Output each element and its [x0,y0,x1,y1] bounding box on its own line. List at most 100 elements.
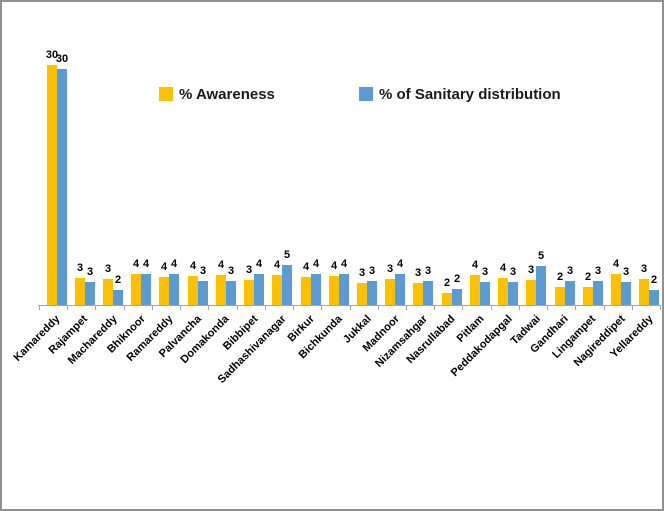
value-label-sanitary-distribution: 2 [453,273,461,285]
bar-sanitary-distribution [226,281,236,305]
value-label-sanitary-distribution: 4 [170,258,178,270]
value-label-sanitary-distribution: 5 [537,250,545,262]
bar-sanitary-distribution [452,289,462,305]
value-label-awareness: 3 [386,263,394,275]
legend-swatch-sanitary-icon [359,87,373,101]
axis-tick [604,306,605,310]
legend-item-awareness: % Awareness [159,85,275,103]
bar-awareness [131,274,141,305]
value-label-awareness: 4 [160,261,168,273]
value-label-awareness: 4 [499,262,507,274]
bar-awareness [244,280,254,305]
axis-tick [152,306,153,310]
bar-awareness [442,293,452,305]
value-label-awareness: 3 [527,264,535,276]
axis-tick [575,306,576,310]
value-label-sanitary-distribution: 30 [55,53,69,65]
bar-awareness [272,275,282,305]
value-label-awareness: 3 [76,262,84,274]
bar-awareness [583,287,593,305]
axis-tick [406,306,407,310]
value-label-sanitary-distribution: 3 [622,266,630,278]
value-label-sanitary-distribution: 2 [114,274,122,286]
bar-sanitary-distribution [339,274,349,305]
x-axis-line [38,305,661,306]
bar-sanitary-distribution [480,282,490,305]
axis-tick [350,306,351,310]
axis-tick [39,306,40,310]
axis-tick [180,306,181,310]
value-label-awareness: 3 [104,263,112,275]
axis-tick [208,306,209,310]
bar-sanitary-distribution [508,282,518,305]
bar-sanitary-distribution [254,274,264,305]
value-label-sanitary-distribution: 3 [199,265,207,277]
axis-tick [265,306,266,310]
value-label-awareness: 2 [443,277,451,289]
bar-sanitary-distribution [367,281,377,305]
value-label-awareness: 4 [132,258,140,270]
value-label-sanitary-distribution: 3 [566,265,574,277]
axis-tick [519,306,520,310]
value-label-sanitary-distribution: 3 [227,265,235,277]
value-label-awareness: 3 [358,267,366,279]
value-label-awareness: 2 [584,271,592,283]
axis-tick [462,306,463,310]
bar-sanitary-distribution [395,274,405,305]
value-label-sanitary-distribution: 2 [650,274,658,286]
axis-tick [491,306,492,310]
bar-awareness [639,279,649,305]
axis-tick [95,306,96,310]
value-label-sanitary-distribution: 4 [312,258,320,270]
bar-awareness [357,283,367,305]
axis-tick [632,306,633,310]
bar-awareness [470,275,480,305]
bar-awareness [555,287,565,305]
axis-tick [124,306,125,310]
axis-tick [660,306,661,310]
bar-awareness [611,274,621,305]
bar-sanitary-distribution [621,282,631,305]
axis-tick [321,306,322,310]
value-label-awareness: 30 [45,49,59,61]
bar-awareness [188,276,198,305]
value-label-sanitary-distribution: 4 [340,258,348,270]
value-label-awareness: 4 [471,259,479,271]
value-label-awareness: 3 [640,263,648,275]
bar-sanitary-distribution [423,281,433,305]
value-label-sanitary-distribution: 3 [368,265,376,277]
bar-awareness [526,280,536,305]
bar-sanitary-distribution [282,265,292,305]
bar-sanitary-distribution [649,290,659,305]
bar-awareness [413,283,423,305]
value-label-sanitary-distribution: 3 [424,265,432,277]
value-label-awareness: 4 [189,260,197,272]
bar-awareness [329,276,339,305]
value-label-awareness: 2 [556,271,564,283]
bar-sanitary-distribution [141,274,151,305]
bar-sanitary-distribution [57,69,67,305]
bar-awareness [498,278,508,305]
bar-sanitary-distribution [198,281,208,305]
legend-label-awareness: % Awareness [179,85,275,103]
value-label-sanitary-distribution: 3 [481,266,489,278]
bar-awareness [301,277,311,305]
bar-sanitary-distribution [85,282,95,305]
bar-awareness [103,279,113,305]
axis-tick [67,306,68,310]
bar-sanitary-distribution [311,274,321,305]
value-label-sanitary-distribution: 4 [142,258,150,270]
bar-sanitary-distribution [113,290,123,305]
value-label-sanitary-distribution: 3 [594,265,602,277]
value-label-awareness: 4 [217,259,225,271]
bar-awareness [159,277,169,305]
legend-item-sanitary-distribution: % of Sanitary distribution [359,85,561,103]
value-label-sanitary-distribution: 3 [86,266,94,278]
bar-awareness [47,65,57,305]
bar-awareness [75,278,85,305]
value-label-sanitary-distribution: 4 [255,258,263,270]
axis-tick [237,306,238,310]
legend-label-sanitary-distribution: % of Sanitary distribution [379,85,561,103]
axis-tick [293,306,294,310]
value-label-awareness: 4 [273,259,281,271]
